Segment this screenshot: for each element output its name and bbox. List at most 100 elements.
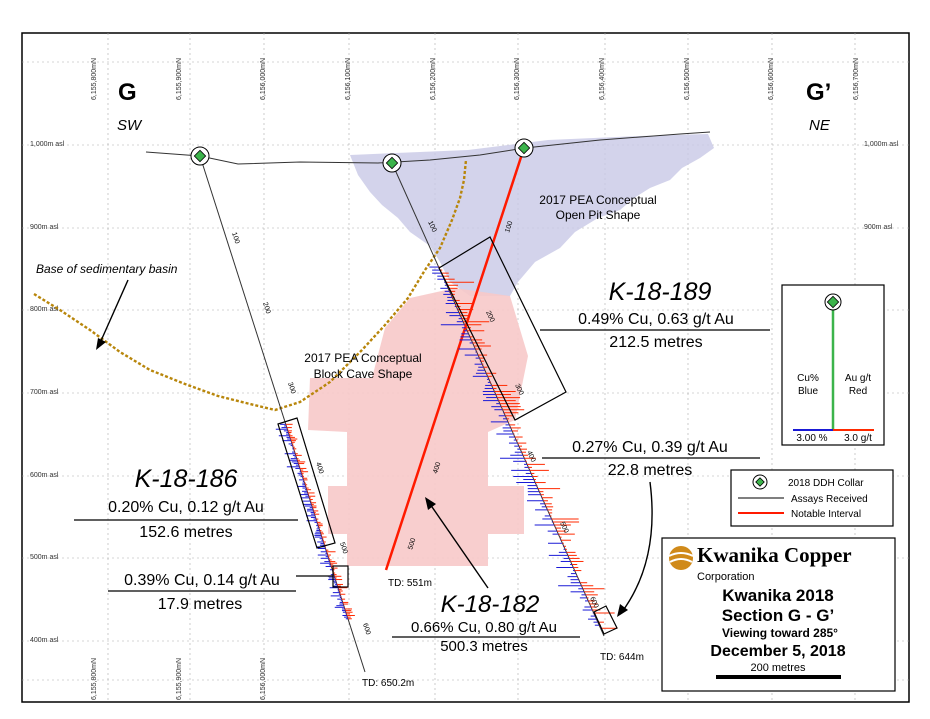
cu-color-label: Blue xyxy=(798,386,818,397)
legend-assays-label: Assays Received xyxy=(791,494,868,505)
company-name: Kwanika Copper xyxy=(697,543,852,567)
elevation-labels-right: 1,000m asl 900m asl xyxy=(864,141,899,231)
collar-186 xyxy=(190,146,210,166)
northing-label: 6,156,600mN xyxy=(768,58,775,100)
northing-labels-top: 6,155,800mN 6,155,900mN 6,156,000mN 6,15… xyxy=(91,58,860,100)
arrow-189b-head xyxy=(617,604,628,617)
scale-bar-label: 200 metres xyxy=(750,662,806,674)
elevation-label: 1,000m asl xyxy=(864,141,899,148)
elevation-label: 400m asl xyxy=(30,637,59,644)
elevation-label: 800m asl xyxy=(30,306,59,313)
depth-tick: 500 xyxy=(407,537,417,550)
arrow-189b xyxy=(621,481,653,613)
hole-length-186: 152.6 metres xyxy=(139,524,232,541)
td-186: TD: 650.2m xyxy=(362,678,414,689)
basin-boundary xyxy=(33,159,468,412)
block-cave-label-line1: 2017 PEA Conceptual xyxy=(304,351,421,365)
arrow-182 xyxy=(429,503,489,589)
depth-tick: 600 xyxy=(588,596,599,610)
map-title: Kwanika 2018 xyxy=(722,586,834,605)
section-letter-left: G xyxy=(118,79,137,106)
elevation-label: 700m asl xyxy=(30,389,59,396)
legend-collar-label: 2018 DDH Collar xyxy=(788,478,864,489)
northing-label: 6,156,200mN xyxy=(430,58,437,100)
hole-name-182: K-18-182 xyxy=(441,591,540,618)
direction-left: SW xyxy=(117,117,143,134)
cu-label: Cu% xyxy=(797,373,819,384)
map-viewing: Viewing toward 285° xyxy=(722,626,838,640)
northing-label: 6,155,900mN xyxy=(176,658,183,700)
hole-grade-182: 0.66% Cu, 0.80 g/t Au xyxy=(411,619,557,636)
symbol-legend: 2018 DDH Collar Assays Received Notable … xyxy=(730,469,894,527)
elevation-label: 900m asl xyxy=(30,224,59,231)
elevation-label: 900m asl xyxy=(864,224,893,231)
section-letter-right: G’ xyxy=(806,79,831,106)
company-logo xyxy=(668,546,694,570)
elevation-labels-left: 1,000m asl 900m asl 800m asl 700m asl 60… xyxy=(30,141,65,644)
basin-arrow xyxy=(99,279,129,344)
northing-label: 6,155,800mN xyxy=(91,58,98,100)
depth-tick: 300 xyxy=(286,381,296,394)
company-corporation: Corporation xyxy=(697,571,754,583)
depth-tick: 500 xyxy=(558,521,569,535)
depth-tick: 600 xyxy=(361,622,371,635)
depth-tick: 100 xyxy=(230,231,240,244)
assays-189 xyxy=(429,266,618,629)
map-section: Section G - G’ xyxy=(722,606,834,625)
northing-label: 6,156,300mN xyxy=(514,58,521,100)
grade-scale-legend: Cu% Blue Au g/t Red 3.00 % 3.0 g/t xyxy=(781,284,885,446)
topography-line xyxy=(145,131,711,165)
northing-label: 6,155,900mN xyxy=(176,58,183,100)
depth-tick: 400 xyxy=(432,461,442,474)
collar-182 xyxy=(514,138,534,158)
collar-189 xyxy=(382,153,402,173)
depth-tick: 300 xyxy=(513,383,524,397)
hole-trace-189 xyxy=(391,162,605,637)
au-label: Au g/t xyxy=(845,373,871,384)
hole-name-186: K-18-186 xyxy=(135,465,238,493)
depth-tick: 500 xyxy=(338,541,348,554)
depth-tick: 200 xyxy=(261,301,271,314)
interval-box-189b xyxy=(593,605,618,635)
hole-grade-186: 0.20% Cu, 0.12 g/t Au xyxy=(108,499,264,516)
td-182: TD: 551m xyxy=(388,578,432,589)
northing-label: 6,156,700mN xyxy=(853,58,860,100)
scale-bar xyxy=(716,675,841,679)
depth-tick: 100 xyxy=(426,220,437,234)
hole-length-186b: 17.9 metres xyxy=(158,596,242,613)
elevation-label: 1,000m asl xyxy=(30,141,65,148)
hole-grade-189b: 0.27% Cu, 0.39 g/t Au xyxy=(572,439,728,456)
hole-name-189: K-18-189 xyxy=(609,278,712,306)
au-max-label: 3.0 g/t xyxy=(844,433,872,444)
title-block: Kwanika Copper Corporation Kwanika 2018 … xyxy=(661,537,896,692)
northing-label: 6,156,500mN xyxy=(684,58,691,100)
elevation-label: 600m asl xyxy=(30,472,59,479)
depth-ticks-182: 100 400 500 xyxy=(407,220,514,550)
interval-box-189 xyxy=(438,236,567,421)
northing-label: 6,156,000mN xyxy=(260,58,267,100)
block-cave-label-line2: Block Cave Shape xyxy=(314,367,413,381)
map-date: December 5, 2018 xyxy=(710,643,845,660)
depth-ticks-189: 100 200 300 400 500 600 xyxy=(426,220,599,610)
au-color-label: Red xyxy=(849,386,867,397)
depth-tick: 200 xyxy=(484,310,495,324)
depth-ticks-186: 100 200 300 400 500 600 xyxy=(230,231,371,635)
northing-label: 6,156,100mN xyxy=(345,58,352,100)
northing-label: 6,156,000mN xyxy=(260,658,267,700)
open-pit-label-line1: 2017 PEA Conceptual xyxy=(539,193,656,207)
northing-label: 6,155,800mN xyxy=(91,658,98,700)
cu-max-label: 3.00 % xyxy=(796,433,827,444)
open-pit-label-line2: Open Pit Shape xyxy=(556,208,641,222)
td-189: TD: 644m xyxy=(600,652,644,663)
hole-grade-186b: 0.39% Cu, 0.14 g/t Au xyxy=(124,572,280,589)
depth-tick: 100 xyxy=(504,220,514,233)
direction-right: NE xyxy=(809,117,831,134)
interval-box-186 xyxy=(277,417,336,549)
depth-tick: 400 xyxy=(314,461,324,474)
northing-label: 6,156,400mN xyxy=(599,58,606,100)
basin-label: Base of sedimentary basin xyxy=(36,262,178,276)
elevation-label: 500m asl xyxy=(30,554,59,561)
arrow-182-head xyxy=(425,497,436,510)
hole-length-182: 500.3 metres xyxy=(440,638,528,655)
